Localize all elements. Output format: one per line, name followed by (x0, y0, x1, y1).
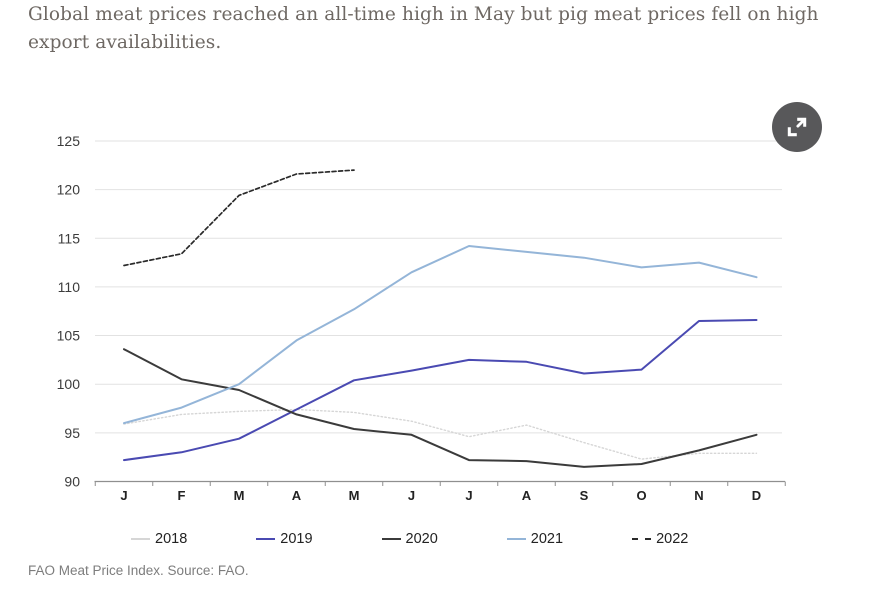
legend-item-2022: 2022 (632, 531, 688, 547)
x-tick-label: N (694, 488, 703, 503)
series-2020 (123, 348, 758, 468)
legend-label: 2018 (155, 531, 188, 547)
legend-item-2020: 2020 (381, 531, 438, 547)
legend-item-2019: 2019 (256, 531, 313, 547)
legend-item-2018: 2018 (131, 531, 187, 547)
series-2018 (123, 408, 758, 460)
x-tick-label: S (580, 488, 589, 503)
x-tick-label: A (522, 488, 532, 503)
y-tick-label: 95 (64, 425, 80, 441)
legend-swatch-2019 (256, 538, 276, 540)
x-tick-label: M (349, 488, 360, 503)
y-tick-label: 125 (57, 133, 81, 149)
x-tick-label: F (178, 488, 186, 503)
legend-swatch-2022 (632, 538, 652, 540)
legend-swatch-2021 (506, 538, 526, 540)
y-axis: 90 95 100 105 110 115 120 125 (57, 133, 782, 490)
series-2022 (123, 169, 355, 267)
legend-swatch-2018 (131, 538, 150, 540)
legend-item-2021: 2021 (506, 531, 564, 547)
x-tick-label: J (465, 488, 472, 503)
legend-swatch-2020 (381, 538, 401, 540)
y-tick-label: 105 (57, 328, 81, 344)
legend-label: 2022 (656, 531, 689, 547)
page-title: Global meat prices reached an all-time h… (28, 4, 819, 53)
source-note: FAO Meat Price Index. Source: FAO. (28, 563, 249, 578)
chart-legend: 2018 2019 2020 2021 2022 (131, 531, 688, 547)
series-2021 (123, 245, 758, 425)
legend-label: 2020 (405, 531, 438, 547)
expand-icon (787, 117, 807, 137)
x-tick-label: M (234, 488, 245, 503)
expand-chart-button[interactable] (772, 102, 822, 152)
series-2019 (123, 319, 758, 462)
y-tick-label: 90 (64, 474, 80, 490)
x-tick-label: A (292, 488, 302, 503)
legend-label: 2021 (530, 531, 564, 547)
x-tick-label: J (408, 488, 415, 503)
legend-label: 2019 (280, 531, 313, 547)
y-tick-label: 120 (57, 182, 81, 198)
x-tick-label: O (636, 488, 646, 503)
y-tick-label: 100 (57, 376, 81, 392)
x-tick-label: D (752, 488, 761, 503)
y-tick-label: 110 (58, 279, 81, 295)
x-tick-label: J (120, 488, 127, 503)
y-tick-label: 115 (58, 230, 81, 246)
